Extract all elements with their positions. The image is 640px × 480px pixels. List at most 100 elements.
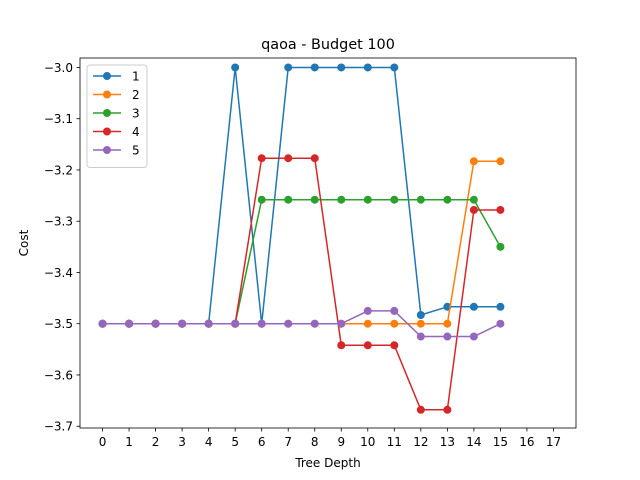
x-tick-label: 16 [519, 435, 534, 449]
data-point [310, 195, 319, 204]
legend-item-2: 2 [93, 88, 140, 102]
x-tick-label: 17 [546, 435, 561, 449]
data-point [310, 63, 319, 72]
data-point [257, 154, 266, 163]
series-layer [98, 63, 505, 414]
data-point [496, 242, 505, 251]
x-tick-label: 2 [152, 435, 160, 449]
x-tick-label: 4 [205, 435, 213, 449]
x-tick-label: 3 [178, 435, 186, 449]
data-point [363, 63, 372, 72]
data-point [98, 319, 107, 328]
data-point [310, 319, 319, 328]
data-point [337, 341, 346, 350]
legend-swatch-marker [103, 109, 111, 117]
data-point [284, 319, 293, 328]
chart-title: qaoa - Budget 100 [261, 37, 395, 53]
legend-item-5: 5 [93, 144, 140, 158]
data-point [469, 195, 478, 204]
data-point [390, 195, 399, 204]
y-tick-label: −3.5 [44, 317, 73, 331]
data-point [496, 319, 505, 328]
data-point [416, 311, 425, 319]
y-tick-label: −3.6 [44, 368, 73, 382]
data-point [443, 332, 452, 341]
x-tick-label: 6 [258, 435, 266, 449]
legend-label: 2 [132, 88, 140, 102]
data-point [363, 341, 372, 350]
x-tick-label: 12 [413, 435, 428, 449]
x-axis: 0 1 2 3 4 5 6 7 8 9 10 11 12 13 14 15 16 17 [99, 428, 561, 449]
data-point [443, 319, 452, 328]
series-line-5 [102, 310, 501, 338]
legend-item-1: 1 [93, 70, 140, 84]
data-point [416, 332, 425, 341]
legend-label: 1 [132, 70, 140, 84]
x-tick-label: 14 [466, 435, 481, 449]
data-point [363, 195, 372, 204]
data-point [257, 319, 266, 328]
data-point [231, 63, 240, 72]
data-point [284, 154, 293, 163]
x-tick-label: 7 [284, 435, 292, 449]
x-tick-label: 8 [311, 435, 319, 449]
x-tick-label: 10 [360, 435, 375, 449]
data-point [284, 63, 293, 72]
data-point [310, 154, 319, 163]
data-point [469, 157, 478, 166]
legend: 1 2 3 4 5 [86, 64, 148, 168]
data-point [337, 195, 346, 204]
data-point [496, 205, 505, 214]
data-point [151, 319, 160, 328]
legend-item-3: 3 [93, 107, 140, 121]
data-point [231, 319, 240, 328]
x-tick-label: 13 [440, 435, 455, 449]
data-point [125, 319, 134, 328]
y-tick-label: −3.7 [44, 420, 73, 434]
legend-swatch-marker [103, 90, 111, 99]
data-point [337, 319, 346, 328]
data-point [257, 195, 266, 204]
x-tick-label: 5 [231, 435, 239, 449]
data-point [390, 319, 399, 328]
legend-label: 3 [132, 107, 140, 121]
legend-item-4: 4 [93, 125, 140, 139]
data-point [416, 405, 425, 414]
x-tick-label: 15 [493, 435, 508, 449]
data-point [443, 195, 452, 204]
data-point [443, 405, 452, 414]
data-point [469, 302, 478, 311]
data-point [416, 195, 425, 204]
data-point [496, 302, 505, 311]
x-tick-label: 9 [337, 435, 345, 449]
data-point [469, 205, 478, 214]
y-tick-label: −3.1 [44, 112, 73, 126]
x-tick-label: 1 [125, 435, 133, 449]
y-axis-label: Cost [17, 229, 31, 256]
plot-frame [79, 57, 577, 429]
series-5 [98, 306, 505, 341]
y-tick-label: −3.4 [44, 266, 73, 280]
data-point [469, 332, 478, 341]
data-point [178, 319, 187, 328]
data-point [284, 195, 293, 204]
legend-label: 4 [132, 125, 140, 139]
legend-box [86, 64, 148, 168]
data-point [363, 306, 372, 315]
data-point [337, 63, 346, 72]
x-tick-label: 0 [99, 435, 107, 449]
x-axis-label: Tree Depth [294, 456, 360, 470]
legend-swatch-marker [103, 127, 111, 136]
data-point [416, 319, 425, 328]
data-point [390, 63, 399, 72]
y-axis: −3.0 −3.1 −3.2 −3.3 −3.4 −3.5 −3.6 −3.7 [44, 61, 80, 434]
data-point [496, 157, 505, 166]
y-tick-label: −3.0 [44, 61, 73, 75]
legend-swatch-marker [103, 72, 111, 80]
legend-swatch-marker [103, 146, 111, 154]
x-tick-label: 11 [387, 435, 402, 449]
data-point [390, 306, 399, 315]
y-tick-label: −3.2 [44, 163, 73, 177]
data-point [363, 319, 372, 328]
